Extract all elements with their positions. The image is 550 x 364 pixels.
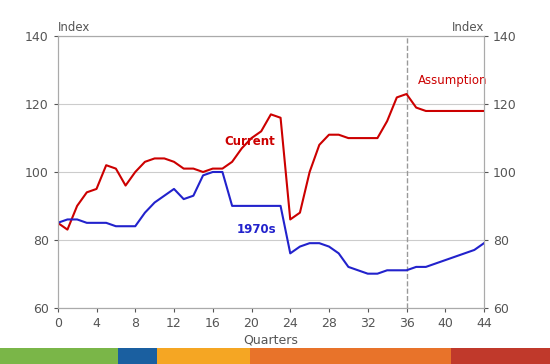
X-axis label: Quarters: Quarters [244,334,298,347]
Bar [157,348,250,364]
Bar [250,348,451,364]
Bar [0,348,118,364]
Text: Assumption: Assumption [418,74,488,87]
Text: Index: Index [58,21,90,34]
Text: 1970s: 1970s [237,223,277,236]
Bar [451,348,550,364]
Text: Current: Current [224,135,275,148]
Text: Index: Index [452,21,484,34]
Bar [118,348,157,364]
